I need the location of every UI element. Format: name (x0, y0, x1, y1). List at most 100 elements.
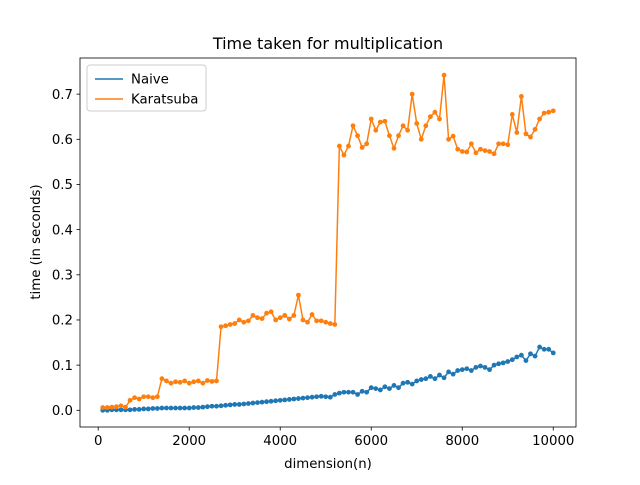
data-point-naive (145, 406, 151, 412)
axes-frame (79, 57, 577, 428)
data-point-naive (514, 354, 520, 360)
data-point-karatsuba (427, 114, 433, 120)
data-point-naive (396, 385, 401, 391)
data-point-naive (509, 357, 515, 363)
data-point-karatsuba (236, 317, 242, 323)
data-point-karatsuba (523, 131, 529, 137)
data-point-karatsuba (546, 109, 552, 115)
data-point-karatsuba (355, 133, 360, 139)
data-point-naive (336, 390, 342, 396)
data-point-naive (405, 379, 411, 385)
data-point-karatsuba (277, 315, 283, 321)
data-point-naive (273, 398, 279, 404)
data-point-naive (455, 368, 461, 373)
data-point-karatsuba (396, 133, 401, 139)
data-point-naive (441, 375, 447, 381)
data-point-naive (468, 368, 474, 373)
data-point-karatsuba (432, 109, 438, 115)
data-point-naive (323, 394, 329, 400)
data-point-naive (373, 386, 379, 392)
data-point-naive (505, 359, 511, 364)
data-point-karatsuba (141, 394, 147, 400)
x-tick-label: 4000 (263, 434, 297, 449)
y-tick-label: 0.4 (52, 223, 73, 238)
data-point-naive (318, 393, 324, 399)
y-tick-label: 0.0 (52, 404, 73, 419)
data-point-naive (418, 377, 424, 382)
data-point-naive (346, 389, 351, 395)
data-point-karatsuba (259, 316, 265, 321)
data-point-naive (164, 405, 169, 411)
data-point-karatsuba (186, 380, 192, 386)
data-point-karatsuba (437, 116, 442, 122)
data-point-naive (259, 399, 265, 405)
data-point-naive (377, 387, 383, 393)
data-point-naive (487, 367, 492, 373)
data-point-karatsuba (332, 322, 338, 327)
data-point-karatsuba (118, 403, 124, 409)
data-point-karatsuba (241, 319, 247, 325)
data-point-karatsuba (264, 310, 269, 316)
data-point-karatsuba (400, 123, 406, 129)
data-point-naive (118, 407, 124, 413)
data-point-karatsuba (100, 405, 106, 410)
legend-label-karatsuba: Karatsuba (131, 93, 198, 108)
data-point-karatsuba (500, 141, 506, 147)
data-point-naive (327, 394, 333, 400)
data-point-karatsuba (218, 324, 224, 330)
data-point-karatsuba (164, 378, 169, 384)
data-point-naive (364, 389, 370, 395)
data-point-karatsuba (177, 379, 183, 385)
data-point-karatsuba (514, 130, 520, 135)
data-point-karatsuba (459, 149, 465, 154)
data-point-karatsuba (200, 380, 206, 386)
data-point-karatsuba (368, 116, 374, 122)
data-point-karatsuba (473, 150, 479, 156)
data-point-naive (500, 360, 506, 366)
data-point-naive (182, 405, 188, 411)
data-point-naive (127, 407, 133, 413)
data-point-karatsuba (509, 112, 515, 117)
data-point-karatsuba (446, 136, 451, 142)
data-point-karatsuba (346, 143, 351, 149)
data-point-karatsuba (168, 380, 174, 386)
data-point-karatsuba (154, 394, 160, 400)
data-point-karatsuba (455, 146, 461, 152)
data-point-karatsuba (423, 123, 429, 129)
y-tick-label: 0.2 (52, 314, 73, 329)
data-point-karatsuba (205, 378, 210, 383)
data-point-karatsuba (255, 315, 260, 321)
data-point-karatsuba (482, 148, 488, 153)
data-point-naive (136, 406, 142, 412)
x-tick-label: 10000 (532, 434, 574, 449)
data-point-naive (437, 372, 442, 378)
data-point-karatsuba (441, 72, 447, 78)
data-point-karatsuba (409, 91, 415, 97)
data-point-naive (154, 406, 160, 411)
y-tick-label: 0.5 (52, 178, 73, 193)
data-point-naive (423, 376, 429, 382)
data-point-naive (296, 396, 301, 401)
data-point-naive (464, 366, 470, 372)
data-point-karatsuba (391, 145, 397, 151)
data-point-karatsuba (323, 319, 329, 325)
data-point-karatsuba (132, 395, 138, 401)
series-layer (100, 72, 556, 413)
data-point-naive (532, 353, 538, 359)
data-point-naive (245, 401, 251, 406)
data-point-naive (309, 394, 315, 400)
data-point-naive (227, 402, 233, 408)
data-point-naive (541, 346, 547, 352)
data-point-naive (432, 376, 438, 382)
data-point-naive (409, 381, 415, 387)
data-point-karatsuba (532, 126, 538, 132)
data-point-karatsuba (123, 404, 128, 410)
data-point-naive (168, 405, 174, 411)
data-point-naive (223, 402, 229, 408)
data-point-karatsuba (309, 312, 315, 317)
data-point-karatsuba (296, 292, 301, 298)
data-point-naive (141, 406, 147, 412)
data-point-naive (400, 380, 406, 386)
